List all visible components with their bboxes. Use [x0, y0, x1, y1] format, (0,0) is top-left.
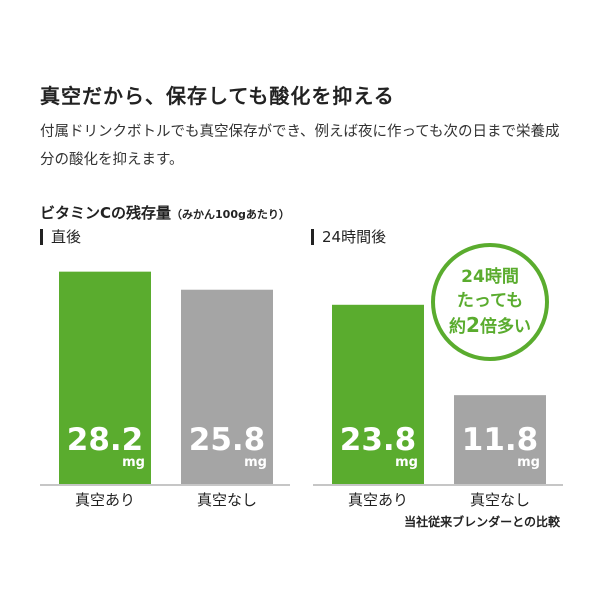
badge-line-1: 24時間 [461, 267, 519, 287]
panel-label-immediate: 直後 [40, 229, 81, 245]
chart-title: ビタミンCの残存量（みかん100gあたり） [40, 202, 290, 223]
comparison-footnote: 当社従来ブレンダーとの比較 [404, 515, 560, 529]
bar-unit-label: mg [244, 455, 267, 470]
bar-unit-label: mg [122, 455, 145, 470]
badge-number: 2 [466, 313, 480, 337]
badge-line-2: たっても [456, 291, 524, 311]
category-label: 真空なし [470, 491, 530, 509]
bar-value-label: 28.2 [67, 422, 144, 458]
bar-1-2 [181, 289, 273, 484]
comparison-badge: 24時間 たっても 約2倍多い [431, 243, 549, 361]
category-label: 真空あり [75, 491, 135, 509]
badge-line-3: 約2倍多い [449, 313, 531, 339]
bar-1-1 [59, 271, 151, 484]
bar-unit-label: mg [395, 455, 418, 470]
bar-2-1 [332, 304, 424, 484]
chart-title-text: ビタミンCの残存量 [40, 204, 172, 222]
chart-subtitle: （みかん100gあたり） [171, 208, 290, 221]
panel-label-24h: 24時間後 [311, 229, 386, 245]
badge-suffix: 倍多い [479, 317, 531, 337]
headline: 真空だから、保存しても酸化を抑える [40, 84, 395, 108]
category-label: 真空あり [348, 491, 408, 509]
category-label: 真空なし [197, 491, 257, 509]
bar-2-2 [454, 395, 546, 484]
bar-value-label: 25.8 [189, 422, 266, 458]
bar-value-label: 11.8 [462, 422, 539, 458]
bar-unit-label: mg [517, 455, 540, 470]
description: 付属ドリンクボトルでも真空保存ができ、例えば夜に作っても次の日まで栄養成分の酸化… [40, 124, 560, 168]
bar-value-label: 23.8 [340, 422, 417, 458]
badge-prefix: 約 [449, 317, 467, 337]
